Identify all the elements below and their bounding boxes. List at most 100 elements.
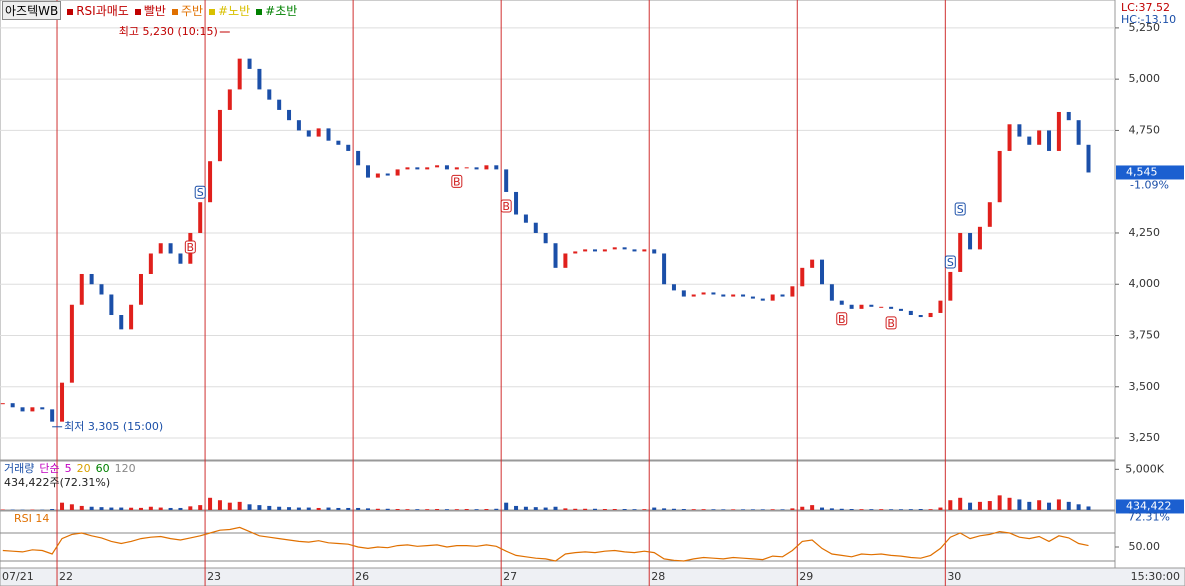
candle [898, 308, 903, 311]
volume-bar [918, 509, 923, 510]
candle [257, 68, 262, 90]
volume-bar [494, 508, 499, 510]
candle [109, 294, 114, 316]
volume-bar [642, 509, 647, 510]
candle [1027, 136, 1032, 145]
volume-bar [1056, 499, 1061, 510]
candle [859, 304, 864, 309]
volume-bar [395, 509, 400, 510]
volume-bar [89, 506, 94, 510]
candle [50, 409, 55, 422]
volume-bar [760, 509, 765, 510]
volume-bar [237, 501, 242, 510]
x-tick-label: 30 [947, 570, 961, 583]
volume-bar [879, 509, 884, 510]
last-price-label: 4,545 [1126, 165, 1158, 178]
candle [602, 249, 607, 252]
chart-legend: 아즈텍WB RSI과매도 빨반 주반 #노반 #초반 [2, 1, 297, 20]
candle [158, 243, 163, 254]
candle [395, 169, 400, 176]
volume-bar [375, 508, 380, 510]
volume-bar [138, 507, 143, 510]
volume-bar [928, 509, 933, 510]
last-price-box [1116, 165, 1184, 180]
candle [1017, 124, 1022, 137]
x-tick-label: 23 [207, 570, 221, 583]
volume-bar [820, 507, 825, 510]
volume-bar [158, 507, 163, 510]
candle [632, 249, 637, 252]
volume-bar [533, 507, 538, 510]
signal-marker [194, 185, 206, 199]
candle [415, 167, 420, 170]
ma-period: 60 [96, 462, 110, 475]
candle [208, 161, 213, 203]
candle [69, 304, 74, 383]
stock-name[interactable]: 아즈텍WB [2, 1, 62, 20]
candle [810, 259, 815, 268]
volume-bar [454, 509, 459, 510]
x-tick-label: 27 [503, 570, 517, 583]
legend-text: 주반 [180, 4, 204, 18]
candle [454, 167, 459, 170]
volume-bar [741, 509, 746, 510]
signal-marker [500, 199, 512, 213]
volume-bar [109, 507, 114, 510]
candle [1086, 144, 1091, 173]
indicator-legend[interactable]: 빨반 [134, 2, 166, 19]
y-tick-label: 3,750 [1129, 329, 1161, 342]
last-volume-box [1116, 499, 1184, 514]
candle [435, 165, 440, 168]
candle [464, 167, 469, 169]
volume-bar [908, 509, 913, 510]
signal-label: S [957, 203, 964, 216]
indicator-legend[interactable]: #노반 [209, 2, 250, 19]
legend-swatch [171, 9, 178, 15]
candle [20, 407, 25, 412]
volume-bar [632, 509, 637, 510]
volume-bar [612, 509, 617, 510]
candle [1066, 111, 1071, 121]
candle [316, 128, 321, 137]
volume-bar [267, 505, 272, 510]
annotation-label: 최저 3,305 (15:00) [64, 420, 163, 433]
candle [1056, 111, 1061, 151]
volume-bar [148, 506, 153, 510]
candle [612, 247, 617, 250]
volume-bar [859, 509, 864, 510]
candle [296, 120, 301, 131]
candle [721, 294, 726, 297]
candle [790, 286, 795, 297]
volume-bar [701, 509, 706, 510]
hc-label: HC:-13.10 [1121, 13, 1176, 26]
candle [405, 167, 410, 170]
volume-bar [129, 507, 134, 510]
x-tick-label: 28 [651, 570, 665, 583]
volume-bar [898, 509, 903, 510]
candle [198, 202, 203, 233]
candle [129, 304, 134, 330]
volume-bar [790, 508, 795, 510]
candle [642, 249, 647, 252]
indicator-legend[interactable]: RSI과매도 [67, 2, 129, 19]
indicator-legend[interactable]: 주반 [171, 2, 204, 19]
candle [711, 292, 716, 295]
candle [237, 58, 242, 90]
candle [365, 165, 370, 178]
candle [741, 294, 746, 297]
volume-bar [1027, 501, 1032, 510]
volume-bar [1007, 497, 1012, 510]
volume-bar [217, 500, 222, 510]
candle [987, 202, 992, 227]
volume-bar [60, 502, 65, 510]
volume-bar [652, 507, 657, 510]
signal-marker [184, 240, 196, 254]
volume-ratio: 72.31% [1128, 510, 1170, 523]
indicator-legend[interactable]: #초반 [256, 2, 297, 19]
candle [168, 243, 173, 254]
volume-bar [1037, 500, 1042, 510]
candle [287, 109, 292, 121]
candle [1076, 120, 1081, 145]
x-tick-label: 26 [355, 570, 369, 583]
candle [514, 191, 519, 215]
